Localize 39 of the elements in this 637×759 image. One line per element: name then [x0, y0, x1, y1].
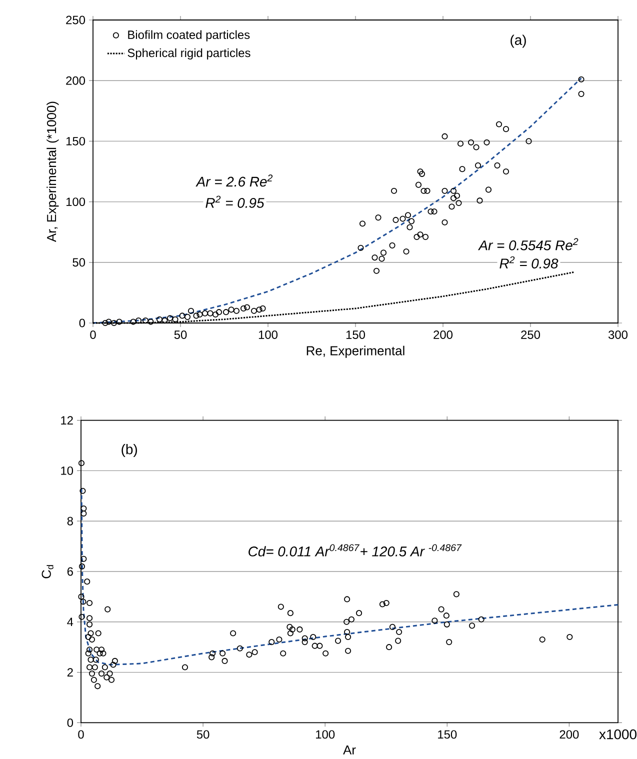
y-tick-label: 12: [61, 416, 73, 424]
annotation: Cd= 0.011 Ar$^{0.4867}$+ 120.5 Ar $^{-0.4867}$: [248, 544, 462, 556]
y-tick-label: 150: [66, 136, 86, 146]
text: x1000: [599, 729, 636, 740]
y-tick-label: 200: [66, 76, 86, 85]
y-tick-label: 0: [67, 718, 74, 727]
x-tick-label: 50: [196, 730, 210, 739]
legend-label: Biofilm coated particles: [128, 30, 250, 42]
y-tick-label: 4: [67, 618, 74, 626]
y-tick-label: 250: [66, 16, 86, 24]
x-axis-title: Re, Experimental: [306, 346, 404, 358]
x-tick-label: 0: [90, 330, 96, 339]
annotation: Ar = 0.5545 Re$^{2}$: [478, 238, 578, 250]
x-tick-label: 300: [608, 330, 628, 339]
x-tick-label: 200: [434, 330, 453, 339]
y-tick-label: 6: [67, 567, 73, 576]
annotation: (a): [510, 34, 526, 48]
y-axis-title: C$_{d}$: [42, 565, 54, 578]
y-tick-label: 2: [67, 668, 73, 676]
y-tick-label: 50: [72, 258, 86, 267]
annotation: Ar = 2.6 Re$^{2}$: [196, 174, 273, 187]
x-tick-label: 200: [560, 730, 579, 739]
x-tick-label: 150: [438, 730, 457, 739]
x-tick-label: 250: [521, 330, 540, 339]
line-series: [80, 488, 619, 666]
y-axis-title: Ar, Experimental (*1000): [46, 102, 59, 242]
x-tick-label: 50: [174, 330, 187, 339]
legend-label: Spherical rigid particles: [128, 48, 250, 60]
annotation: (b): [122, 444, 137, 458]
y-tick-label: 0: [79, 318, 86, 328]
annotation: R$^{2}$ = 0.95: [206, 196, 264, 208]
y-tick-label: 8: [67, 516, 73, 526]
x-tick-label: 150: [346, 330, 366, 339]
y-tick-label: 10: [61, 466, 74, 475]
x-tick-label: 100: [258, 330, 278, 339]
x-axis-title: Ar: [343, 746, 356, 754]
annotation: R$^{2}$ = 0.98: [500, 256, 558, 268]
x-tick-label: 100: [316, 730, 335, 739]
y-tick-label: 100: [66, 198, 86, 206]
